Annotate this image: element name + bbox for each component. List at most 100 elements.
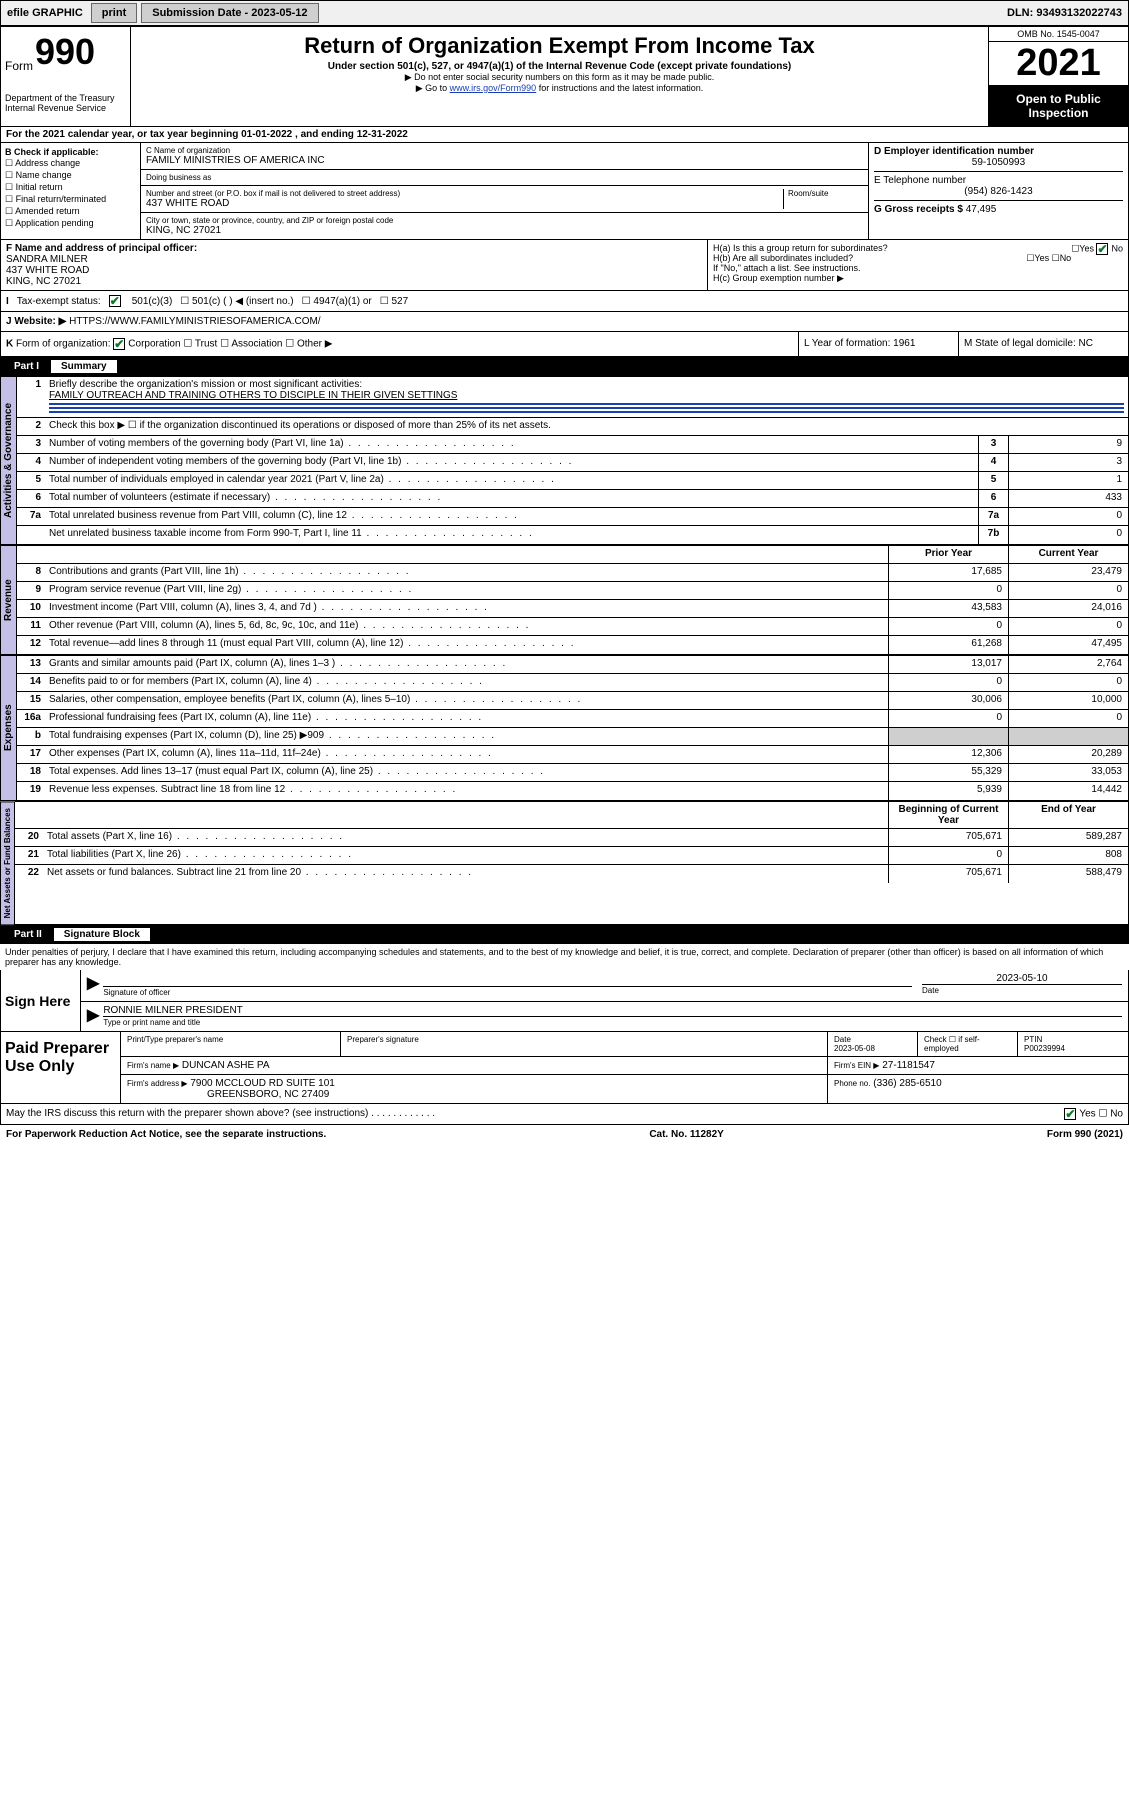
date-label: Date bbox=[922, 986, 939, 995]
col-beginning-year: Beginning of Current Year bbox=[888, 802, 1008, 828]
501c3-checkbox[interactable] bbox=[109, 295, 121, 307]
tax-exempt-row: I Tax-exempt status: 501(c)(3) ☐ 501(c) … bbox=[0, 291, 1129, 312]
street-label: Number and street (or P.O. box if mail i… bbox=[146, 189, 783, 198]
table-row: 12Total revenue—add lines 8 through 11 (… bbox=[17, 636, 1128, 654]
table-row: 14Benefits paid to or for members (Part … bbox=[17, 674, 1128, 692]
officer-name: SANDRA MILNER bbox=[6, 254, 702, 265]
opt-527: 527 bbox=[392, 296, 409, 307]
print-button[interactable]: print bbox=[91, 3, 137, 23]
hb-row: H(b) Are all subordinates included? ☐Yes… bbox=[713, 253, 1123, 263]
line-a: For the 2021 calendar year, or tax year … bbox=[0, 127, 1129, 143]
city-label: City or town, state or province, country… bbox=[146, 216, 863, 225]
ptin-value: P00239994 bbox=[1024, 1044, 1065, 1053]
corp-label: Corporation bbox=[128, 339, 180, 350]
identification-block: B Check if applicable: ☐ Address change … bbox=[0, 143, 1129, 240]
vtab-revenue: Revenue bbox=[0, 545, 17, 655]
m-label: M State of legal domicile: bbox=[964, 338, 1076, 349]
table-row: 9Program service revenue (Part VIII, lin… bbox=[17, 582, 1128, 600]
officer-addr1: 437 WHITE ROAD bbox=[6, 265, 702, 276]
form-title: Return of Organization Exempt From Incom… bbox=[139, 33, 980, 59]
table-row: 21Total liabilities (Part X, line 26)080… bbox=[15, 847, 1128, 865]
form-prefix: Form bbox=[5, 59, 33, 73]
part2-header: Part II Signature Block bbox=[0, 925, 1129, 944]
goto-suffix: for instructions and the latest informat… bbox=[539, 83, 704, 93]
table-row: bTotal fundraising expenses (Part IX, co… bbox=[17, 728, 1128, 746]
part1-header: Part I Summary bbox=[0, 357, 1129, 376]
table-row: 20Total assets (Part X, line 16)705,6715… bbox=[15, 829, 1128, 847]
opt-501c: 501(c) ( ) ◀ (insert no.) bbox=[192, 296, 294, 307]
k-letter: K bbox=[6, 339, 13, 350]
check-amended-return[interactable]: ☐ Amended return bbox=[5, 206, 136, 217]
state-domicile: NC bbox=[1079, 338, 1093, 349]
goto-link-line: ▶ Go to www.irs.gov/Form990 for instruct… bbox=[139, 83, 980, 94]
firm-addr2: GREENSBORO, NC 27409 bbox=[207, 1089, 329, 1100]
opt-4947: 4947(a)(1) or bbox=[313, 296, 371, 307]
gross-receipts: 47,495 bbox=[966, 204, 997, 215]
check-name-change[interactable]: ☐ Name change bbox=[5, 170, 136, 181]
prep-phone: (336) 285-6510 bbox=[873, 1078, 941, 1089]
dba-label: Doing business as bbox=[146, 173, 211, 182]
discuss-yes-checkbox[interactable] bbox=[1064, 1108, 1076, 1120]
dept-treasury: Department of the Treasury Internal Reve… bbox=[5, 93, 126, 113]
section-f-h: F Name and address of principal officer:… bbox=[0, 240, 1129, 291]
table-row: 10Investment income (Part VIII, column (… bbox=[17, 600, 1128, 618]
line2-discontinued: Check this box ▶ ☐ if the organization d… bbox=[45, 418, 1128, 435]
other-label: Other ▶ bbox=[297, 339, 332, 350]
vtab-expenses: Expenses bbox=[0, 655, 17, 801]
table-row: 15Salaries, other compensation, employee… bbox=[17, 692, 1128, 710]
revenue-section: Revenue Prior Year Current Year 8Contrib… bbox=[0, 545, 1129, 655]
table-row: 18Total expenses. Add lines 13–17 (must … bbox=[17, 764, 1128, 782]
year-formation: 1961 bbox=[893, 338, 915, 349]
k-l-m-row: K Form of organization: Corporation ☐ Tr… bbox=[0, 332, 1129, 357]
arrow-icon: ▶ bbox=[87, 1005, 99, 1028]
sign-date: 2023-05-10 bbox=[922, 973, 1122, 985]
col-prior-year: Prior Year bbox=[888, 546, 1008, 563]
paid-preparer-block: Paid Preparer Use Only Print/Type prepar… bbox=[0, 1032, 1129, 1104]
goto-prefix: ▶ Go to bbox=[416, 83, 450, 93]
check-address-change[interactable]: ☐ Address change bbox=[5, 158, 136, 169]
c-label: C Name of organization bbox=[146, 146, 863, 155]
vtab-governance: Activities & Governance bbox=[0, 376, 17, 545]
pra-notice: For Paperwork Reduction Act Notice, see … bbox=[6, 1129, 326, 1140]
submission-date-button[interactable]: Submission Date - 2023-05-12 bbox=[141, 3, 318, 23]
firm-ein: 27-1181547 bbox=[882, 1060, 935, 1071]
self-employed-check[interactable]: Check ☐ if self-employed bbox=[918, 1032, 1018, 1056]
trust-label: Trust bbox=[195, 339, 217, 350]
corp-checkbox[interactable] bbox=[113, 338, 125, 350]
mission-text: FAMILY OUTREACH AND TRAINING OTHERS TO D… bbox=[49, 390, 457, 401]
org-name: FAMILY MINISTRIES OF AMERICA INC bbox=[146, 155, 863, 166]
firm-ein-label: Firm's EIN ▶ bbox=[834, 1061, 879, 1070]
e-phone-label: E Telephone number bbox=[874, 175, 1123, 186]
part2-num: Part II bbox=[8, 929, 48, 940]
open-public-badge: Open to Public Inspection bbox=[989, 86, 1128, 126]
hc-label: H(c) Group exemption number ▶ bbox=[713, 273, 1123, 284]
check-final-return[interactable]: ☐ Final return/terminated bbox=[5, 194, 136, 205]
j-letter: J bbox=[6, 316, 12, 327]
check-if-applicable: B Check if applicable: ☐ Address change … bbox=[1, 143, 141, 239]
efile-label: efile GRAPHIC bbox=[1, 7, 89, 19]
perjury-declaration: Under penalties of perjury, I declare th… bbox=[0, 944, 1129, 970]
name-title-label: Type or print name and title bbox=[103, 1018, 200, 1027]
signer-name: RONNIE MILNER PRESIDENT bbox=[103, 1005, 1122, 1017]
form-number: Form 990 bbox=[5, 31, 126, 73]
opt-501c3: 501(c)(3) bbox=[132, 296, 173, 307]
website-row: J Website: ▶ HTTPS://WWW.FAMILYMINISTRIE… bbox=[0, 312, 1129, 332]
firm-addr1: 7900 MCCLOUD RD SUITE 101 bbox=[190, 1078, 335, 1089]
f-label: F Name and address of principal officer: bbox=[6, 243, 702, 254]
omb-number: OMB No. 1545-0047 bbox=[989, 27, 1128, 42]
i-letter: I bbox=[6, 296, 9, 307]
ha-no-checkbox[interactable] bbox=[1096, 243, 1108, 255]
table-row: 4Number of independent voting members of… bbox=[17, 454, 1128, 472]
officer-addr2: KING, NC 27021 bbox=[6, 276, 702, 287]
check-initial-return[interactable]: ☐ Initial return bbox=[5, 182, 136, 193]
sig-officer-label: Signature of officer bbox=[103, 988, 170, 997]
street-value: 437 WHITE ROAD bbox=[146, 198, 783, 209]
check-application-pending[interactable]: ☐ Application pending bbox=[5, 218, 136, 229]
firm-name: DUNCAN ASHE PA bbox=[182, 1060, 270, 1071]
website-label: Website: ▶ bbox=[14, 316, 66, 327]
form-org-label: Form of organization: bbox=[16, 339, 111, 350]
table-row: 19Revenue less expenses. Subtract line 1… bbox=[17, 782, 1128, 800]
col-current-year: Current Year bbox=[1008, 546, 1128, 563]
firm-name-label: Firm's name ▶ bbox=[127, 1061, 179, 1070]
irs-link[interactable]: www.irs.gov/Form990 bbox=[450, 83, 537, 93]
